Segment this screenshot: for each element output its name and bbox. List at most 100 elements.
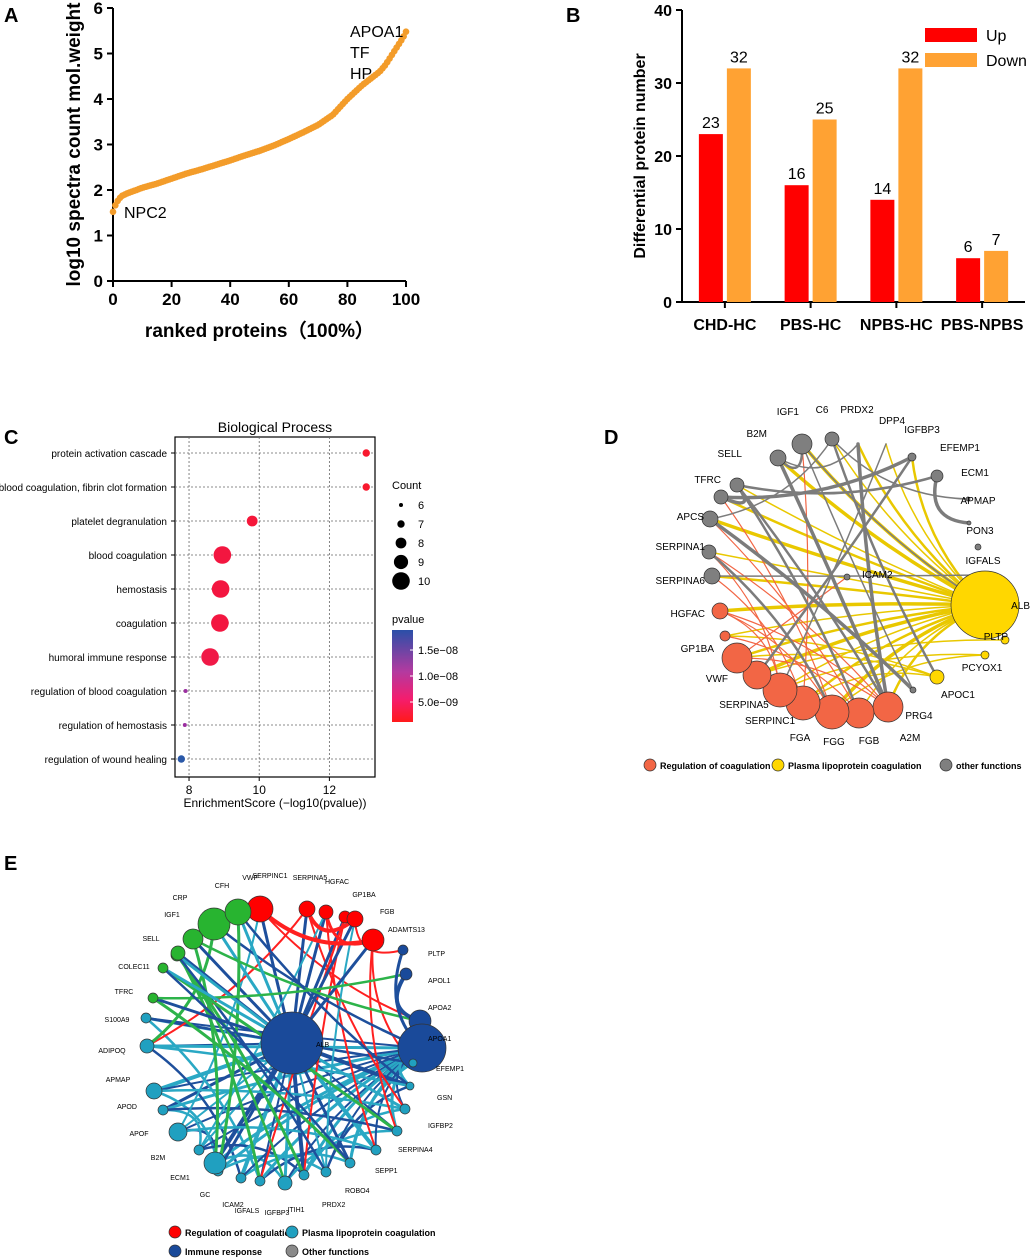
e-node [193,1144,205,1156]
d-edge [755,455,914,677]
e-node [391,1125,403,1137]
e-node [346,910,364,928]
e-node-label: SERPINA4 [398,1147,433,1154]
bar-down [812,119,837,302]
d-legend-dot [643,758,657,772]
d-node-label: IGF1 [777,407,800,418]
d-node [909,686,917,694]
e-node [260,1011,324,1075]
d-node-label: FGA [790,733,811,744]
x-axis-title: EnrichmentScore (−log10(pvalue)) [183,796,366,810]
d-node [930,469,944,483]
color-legend-bar [392,630,413,722]
term-label: protein activation cascade [51,449,167,460]
e-legend-label: Plasma lipoprotein coagulation [302,1228,436,1238]
bar-down [898,68,923,303]
e-node [157,1104,169,1116]
e-node [182,928,204,950]
y-tick-label: 10 [654,222,672,239]
d-node-label: SERPINA6 [656,576,706,587]
e-node [399,1103,411,1115]
e-node [318,904,334,920]
e-node [397,1023,447,1073]
e-node [320,1166,332,1178]
e-node [370,1144,382,1156]
e-node-label: IGFALS [235,1208,260,1215]
d-legend-label: Plasma lipoprotein coagulation [788,761,922,771]
e-node-label: IGFBP2 [428,1123,453,1130]
e-node-label: APOA1 [428,1036,451,1043]
x-tick-label: 12 [323,783,337,797]
e-node [168,1122,188,1142]
e-node [298,900,316,918]
d-node-label: SELL [718,449,743,460]
d-edge [724,635,860,714]
e-node [140,1012,152,1024]
d-node-label: VWF [706,674,728,685]
bar-value-label: 32 [901,49,919,66]
d-node [762,672,798,708]
term-dot [177,755,186,763]
panel-letter-e: E [4,853,17,875]
e-node [145,1082,163,1100]
term-dot [246,515,258,527]
d-edge [830,437,939,679]
e-legend-dot [285,1225,299,1239]
d-node [824,431,840,447]
plot-frame [174,436,376,778]
e-node [397,944,409,956]
panel-letter-a: A [4,5,18,27]
e-node-label: GC [200,1192,211,1199]
e-legend-dot [168,1225,182,1239]
y-axis-title: log10 spectra count mol.weight [64,2,85,287]
d-node-label: SERPINA5 [719,700,769,711]
x-tick-label: PBS-HC [780,317,842,334]
d-edge [719,610,889,708]
x-tick-label: 0 [108,290,117,309]
y-tick-label: 6 [94,0,103,18]
d-node [843,573,851,581]
x-tick-label: 8 [186,783,193,797]
e-node [344,1157,356,1169]
d-edge [710,574,987,607]
e-node [139,1038,155,1054]
bar-value-label: 25 [816,101,834,118]
y-tick-label: 0 [663,295,672,312]
legend-label-down: Down [986,53,1027,70]
e-node [399,967,413,981]
d-node-label: PON3 [966,526,994,537]
term-label: platelet degranulation [71,517,167,528]
e-node-label: EFEMP1 [436,1066,464,1073]
d-node [721,642,753,674]
d-node-label: EFEMP1 [940,443,980,454]
d-node [703,567,721,585]
d-node-label: B2M [746,429,767,440]
bar-value-label: 6 [964,239,973,256]
e-node-label: COLEC11 [118,964,149,971]
d-edge [831,438,969,500]
e-node [254,1175,266,1187]
e-node-label: IGFBP3 [265,1210,290,1217]
d-edge [776,456,890,709]
bar-up [784,185,809,302]
d-node [719,630,731,642]
d-node [769,449,787,467]
e-edge [216,1154,328,1174]
d-node-label: DPP4 [879,416,906,427]
d-node-label: C6 [816,405,829,416]
d-legend-label: other functions [956,761,1022,771]
panel-letter-b: B [566,5,580,27]
size-legend-dot [395,537,407,549]
x-tick-label: 60 [279,290,298,309]
d-legend-dot [771,758,785,772]
bar-value-label: 7 [992,232,1001,249]
bar-value-label: 23 [702,115,720,132]
size-legend-dot [392,572,410,590]
d-node-label: HGFAC [671,609,705,620]
d-node-label: FGG [823,737,845,748]
d-node-label: ICAM2 [862,570,893,581]
e-node [157,962,169,974]
y-tick-label: 20 [654,149,672,166]
e-node-label: ALB [316,1042,330,1049]
y-tick-label: 2 [94,181,103,200]
